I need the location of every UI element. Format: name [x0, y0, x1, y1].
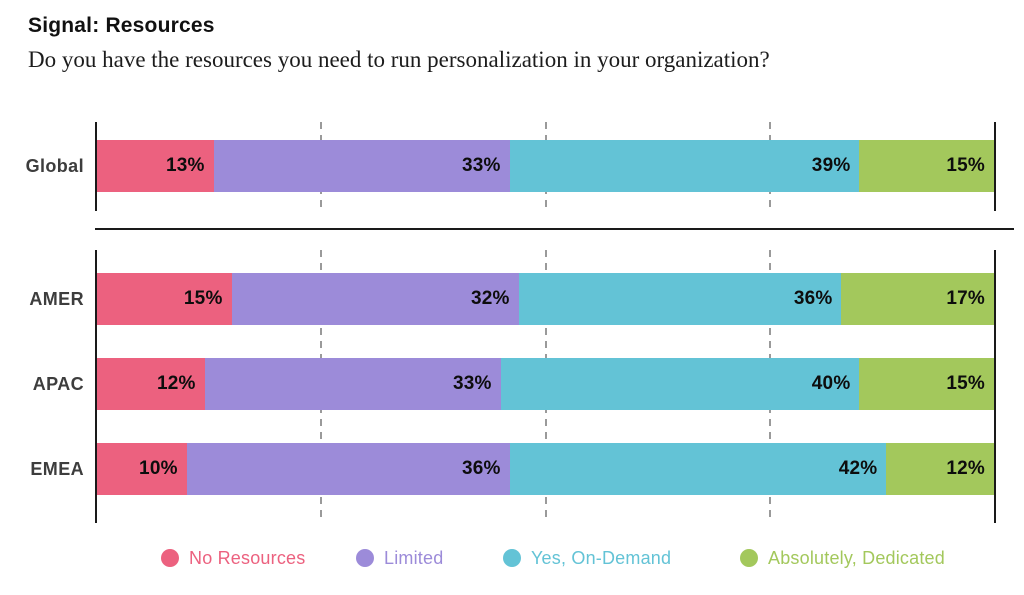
bar-emea-segment-no-resources: 10% — [97, 443, 187, 495]
row-label-global: Global — [25, 156, 84, 176]
legend-item-no-resources: No Resources — [161, 546, 305, 570]
legend-label-no-resources: No Resources — [189, 547, 306, 568]
segment-value-label: 15% — [183, 288, 223, 309]
bar-amer-segment-no-resources: 15% — [97, 273, 232, 325]
legend-label-limited: Limited — [384, 547, 444, 568]
regions-plot-area: 15% 32% 36% 17% 12% 33% 40% 15% 10% 36% 42% 12% — [95, 250, 996, 523]
legend-swatch-no-resources-icon — [161, 549, 179, 567]
bar-global-segment-limited: 33% — [213, 140, 510, 192]
page-title: Signal: Resources — [28, 14, 215, 37]
bar-amer-segment-absolutely-dedicated: 17% — [841, 273, 994, 325]
row-label-apac: APAC — [32, 374, 84, 394]
legend-item-limited: Limited — [356, 546, 443, 570]
segment-value-label: 42% — [838, 458, 878, 479]
bar-emea-segment-limited: 36% — [186, 443, 510, 495]
bar-apac-segment-yes-on-demand: 40% — [500, 358, 860, 410]
segment-value-label: 13% — [165, 155, 205, 176]
segment-value-label: 15% — [946, 373, 985, 394]
legend-swatch-absolutely-dedicated-icon — [740, 549, 758, 567]
legend-swatch-yes-on-demand-icon — [503, 549, 521, 567]
legend-label-yes-on-demand: Yes, On-Demand — [531, 547, 672, 568]
bar-global-segment-no-resources: 13% — [97, 140, 214, 192]
section-divider — [95, 228, 1014, 230]
segment-value-label: 12% — [156, 373, 196, 394]
bar-emea-segment-yes-on-demand: 42% — [509, 443, 887, 495]
row-label-amer: AMER — [29, 289, 84, 309]
segment-value-label: 40% — [811, 373, 851, 394]
segment-value-label: 17% — [946, 288, 985, 309]
segment-value-label: 32% — [470, 288, 510, 309]
global-plot-area: 13% 33% 39% 15% — [95, 122, 996, 211]
bar-global: 13% 33% 39% 15% — [97, 140, 994, 192]
bar-global-segment-absolutely-dedicated: 15% — [859, 140, 994, 192]
bar-amer-segment-limited: 32% — [231, 273, 519, 325]
bar-apac-segment-limited: 33% — [204, 358, 501, 410]
segment-value-label: 39% — [811, 155, 851, 176]
bar-apac-segment-no-resources: 12% — [97, 358, 205, 410]
legend-item-absolutely-dedicated: Absolutely, Dedicated — [740, 546, 945, 570]
legend-label-absolutely-dedicated: Absolutely, Dedicated — [768, 547, 945, 568]
segment-value-label: 15% — [946, 155, 985, 176]
bar-apac-segment-absolutely-dedicated: 15% — [859, 358, 994, 410]
legend-item-yes-on-demand: Yes, On-Demand — [503, 546, 671, 570]
bar-apac: 12% 33% 40% 15% — [97, 358, 994, 410]
segment-value-label: 33% — [452, 373, 492, 394]
segment-value-label: 10% — [139, 458, 178, 479]
chart-legend: No Resources Limited Yes, On-Demand Absolut… — [0, 546, 1024, 574]
survey-question: Do you have the resources you need to ru… — [28, 47, 770, 72]
bar-emea-segment-absolutely-dedicated: 12% — [886, 443, 994, 495]
segment-value-label: 36% — [793, 288, 833, 309]
bar-amer-segment-yes-on-demand: 36% — [518, 273, 842, 325]
bar-amer: 15% 32% 36% 17% — [97, 273, 994, 325]
row-label-emea: EMEA — [30, 459, 84, 479]
bar-global-segment-yes-on-demand: 39% — [509, 140, 860, 192]
bar-emea: 10% 36% 42% 12% — [97, 443, 994, 495]
segment-value-label: 36% — [461, 458, 501, 479]
segment-value-label: 33% — [461, 155, 501, 176]
segment-value-label: 12% — [946, 458, 985, 479]
legend-swatch-limited-icon — [356, 549, 374, 567]
